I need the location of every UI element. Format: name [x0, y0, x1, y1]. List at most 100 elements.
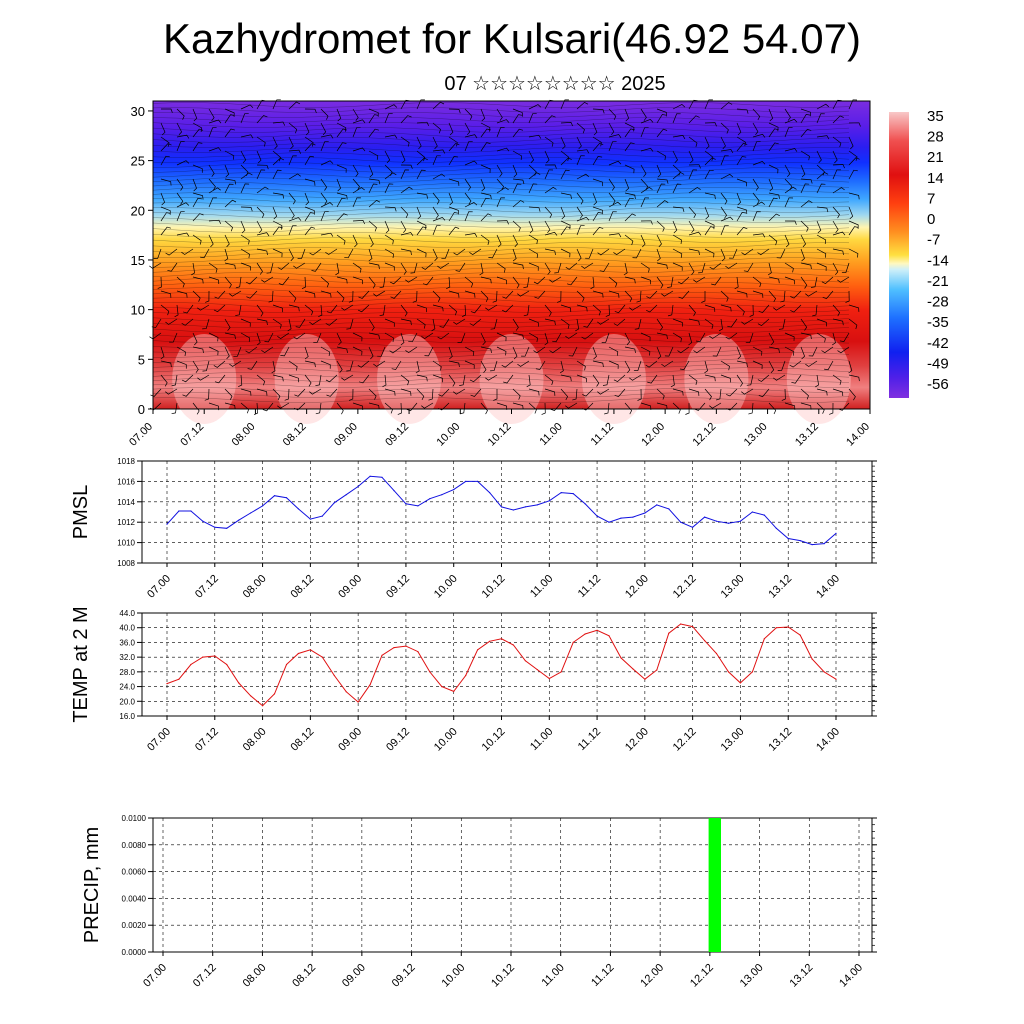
wind-barb	[812, 304, 818, 317]
wind-barb	[800, 318, 808, 331]
wind-barb	[320, 141, 329, 152]
wind-barb	[704, 150, 714, 161]
wind-barb	[336, 213, 348, 222]
wind-barb	[224, 262, 236, 270]
wind-barb	[326, 388, 338, 397]
wind-barb	[448, 143, 460, 152]
wind-barb	[785, 220, 797, 225]
wind-barb	[688, 248, 700, 255]
wind-barb	[272, 169, 282, 180]
wind-barb	[224, 248, 229, 262]
wind-barb	[720, 290, 729, 302]
wind-barb	[480, 234, 490, 245]
wind-barb	[656, 276, 664, 289]
wind-barb	[272, 157, 285, 166]
wind-barb	[238, 374, 243, 388]
wind-barb	[592, 374, 600, 387]
wind-barb	[640, 276, 651, 285]
wind-barb	[592, 290, 604, 298]
wind-barb	[304, 155, 314, 166]
colorbar-label: 28	[927, 129, 944, 146]
wind-barb	[480, 197, 490, 208]
wind-barb	[848, 169, 858, 180]
wind-barb	[384, 134, 398, 139]
wind-barb	[176, 346, 186, 357]
wind-barb	[523, 276, 530, 289]
wind-barb	[480, 178, 486, 192]
heat-blob	[581, 334, 646, 424]
wind-barb	[416, 99, 425, 110]
wind-barb	[672, 206, 685, 212]
wind-barb	[667, 276, 674, 288]
wind-barb	[358, 290, 370, 299]
wind-barb	[501, 360, 514, 368]
wind-barb	[736, 304, 745, 316]
wind-barb	[176, 122, 183, 136]
wind-barb	[384, 172, 397, 180]
wind-barb	[416, 248, 427, 258]
wind-barb	[416, 121, 430, 126]
x-tick-label: 14.00	[814, 726, 842, 754]
contour-line	[152, 347, 850, 353]
wind-barb	[592, 212, 603, 222]
wind-barb	[390, 290, 402, 299]
wind-barb	[592, 226, 604, 236]
wind-barb	[720, 360, 730, 371]
wind-barb	[592, 156, 603, 166]
wind-barb	[661, 360, 674, 367]
wind-barb	[416, 304, 428, 313]
wind-barb	[400, 136, 410, 147]
wind-barb	[202, 360, 210, 372]
wind-barb	[709, 332, 722, 339]
wind-barb	[768, 164, 779, 174]
y-tick-label: 5	[138, 352, 145, 367]
wind-barb	[208, 127, 217, 138]
wind-barb	[768, 108, 774, 122]
wind-barb	[464, 108, 473, 120]
wind-barb	[576, 374, 587, 383]
wind-barb	[368, 332, 380, 339]
wind-barb	[192, 197, 202, 208]
wind-barb	[677, 276, 690, 285]
wind-barb	[725, 332, 738, 340]
wind-barb	[624, 213, 636, 222]
wind-barb	[182, 388, 194, 397]
y-tick-label: 0.0100	[122, 814, 147, 823]
wind-barb	[599, 262, 610, 272]
wind-barb	[720, 192, 728, 205]
wind-barb	[192, 164, 203, 173]
wind-barb	[240, 183, 250, 194]
wind-barb	[240, 234, 250, 245]
wind-barb	[752, 290, 764, 298]
y-tick-label: 10	[131, 303, 145, 318]
x-tick-label: 08.12	[289, 726, 317, 754]
wind-barb	[816, 402, 825, 414]
wind-barb	[752, 108, 761, 121]
wind-barb	[704, 226, 715, 236]
wind-barb	[688, 304, 696, 317]
wind-barb	[572, 388, 578, 401]
wind-barb	[541, 402, 546, 415]
wind-barb	[608, 141, 617, 152]
x-tick-label: 13.00	[742, 421, 770, 449]
wind-barb	[752, 141, 761, 152]
wind-barb	[704, 99, 713, 110]
x-tick-label: 07.12	[178, 421, 206, 449]
wind-barb	[176, 178, 184, 191]
x-tick-label: 09.12	[384, 726, 412, 754]
wind-barb	[480, 192, 492, 200]
x-tick-label: 12.12	[671, 726, 699, 754]
contour-line	[152, 332, 850, 338]
wind-barb	[268, 290, 274, 303]
wind-barb	[464, 233, 478, 238]
wind-barb	[640, 346, 651, 356]
wind-barb	[624, 234, 634, 246]
wind-barb	[384, 150, 391, 164]
wind-barb	[480, 290, 489, 303]
wind-barb	[416, 169, 426, 180]
wind-barb	[341, 304, 354, 311]
wind-barb	[192, 360, 199, 373]
wind-barb	[448, 304, 458, 316]
wind-barb	[304, 346, 309, 360]
wind-barb	[672, 164, 681, 176]
